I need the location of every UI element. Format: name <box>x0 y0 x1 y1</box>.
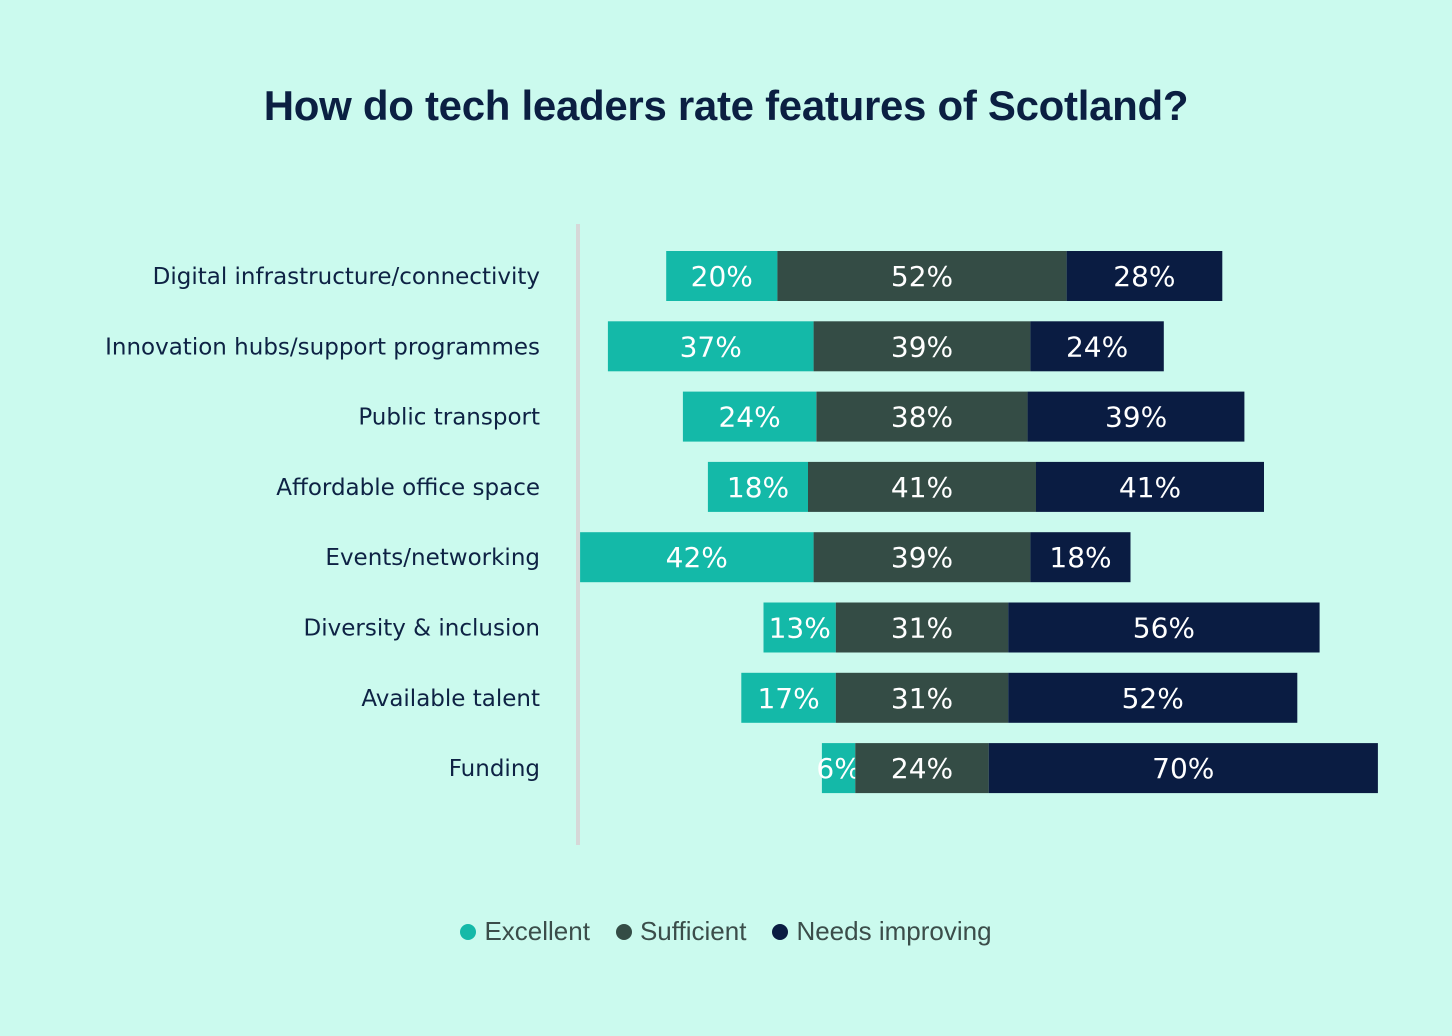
value-label-sufficient-diversity-inclusion: 31% <box>891 612 953 645</box>
legend-dot-icon <box>772 923 789 940</box>
bar-sufficient-events-networking <box>813 532 1031 583</box>
bar-sufficient-digital-infrastructure-connectivity <box>777 251 1067 301</box>
value-label-needs-improving-innovation-hubs-support-programmes: 24% <box>1066 330 1128 363</box>
value-label-sufficient-events-networking: 39% <box>891 541 953 574</box>
bar-sufficient-public-transport <box>816 391 1028 442</box>
bar-needs-improving-events-networking <box>1030 532 1131 583</box>
category-label-affordable-office-space: Affordable office space <box>276 475 540 501</box>
legend-item-sufficient: Sufficient <box>615 916 747 947</box>
bar-excellent-events-networking <box>580 532 814 583</box>
chart-title: How do tech leaders rate features of Sco… <box>263 82 1189 129</box>
bar-excellent-diversity-inclusion <box>763 602 836 653</box>
value-label-sufficient-funding: 24% <box>891 752 953 785</box>
legend-item-excellent: Excellent <box>460 916 590 947</box>
bar-excellent-digital-infrastructure-connectivity <box>666 251 778 301</box>
bar-sufficient-affordable-office-space <box>808 461 1036 512</box>
bar-excellent-funding <box>821 743 856 794</box>
legend-label: Excellent <box>484 916 590 946</box>
value-label-excellent-diversity-inclusion: 13% <box>769 612 831 645</box>
bars: 20% 52% 28% 37% 39% 24% 24% 38% 39% 18% 41% 41% 42% 3… <box>580 251 1378 794</box>
bar-needs-improving-funding <box>988 743 1378 794</box>
value-label-excellent-available-talent: 17% <box>757 682 819 715</box>
bar-needs-improving-digital-infrastructure-connectivity <box>1066 251 1223 301</box>
bar-excellent-innovation-hubs-support-programmes <box>607 321 814 372</box>
legend-item-needs-improving: Needs improving <box>772 916 992 947</box>
value-label-sufficient-affordable-office-space: 41% <box>891 471 953 504</box>
legend-label: Sufficient <box>639 916 747 946</box>
bar-excellent-available-talent <box>741 672 836 723</box>
value-label-sufficient-innovation-hubs-support-programmes: 39% <box>891 330 953 363</box>
value-label-needs-improving-digital-infrastructure-connectivity: 28% <box>1113 260 1175 293</box>
category-label-diversity-inclusion: Diversity & inclusion <box>304 616 540 642</box>
category-label-innovation-hubs-support-programmes: Innovation hubs/support programmes <box>105 334 540 360</box>
value-label-excellent-public-transport: 24% <box>718 401 780 434</box>
bar-needs-improving-affordable-office-space <box>1036 461 1264 512</box>
value-label-sufficient-available-talent: 31% <box>891 682 953 715</box>
value-label-needs-improving-available-talent: 52% <box>1122 682 1184 715</box>
value-label-excellent-affordable-office-space: 18% <box>727 471 789 504</box>
legend-dot-icon <box>460 923 477 940</box>
bar-sufficient-innovation-hubs-support-programmes <box>813 321 1031 372</box>
value-label-needs-improving-funding: 70% <box>1152 752 1214 785</box>
bar-needs-improving-diversity-inclusion <box>1008 602 1320 653</box>
bar-needs-improving-innovation-hubs-support-programmes <box>1030 321 1164 372</box>
value-label-sufficient-digital-infrastructure-connectivity: 52% <box>891 260 953 293</box>
category-label-events-networking: Events/networking <box>325 545 540 571</box>
legend-label: Needs improving <box>796 916 992 946</box>
value-label-sufficient-public-transport: 38% <box>891 401 953 434</box>
legend-dot-icon <box>615 923 632 940</box>
category-label-available-talent: Available talent <box>361 686 540 712</box>
legend: Excellent Sufficient Needs improving <box>0 916 1452 947</box>
value-label-needs-improving-affordable-office-space: 41% <box>1119 471 1181 504</box>
category-label-funding: Funding <box>449 756 540 782</box>
bar-sufficient-available-talent <box>835 672 1009 723</box>
value-label-excellent-events-networking: 42% <box>666 541 728 574</box>
value-label-excellent-funding: 6% <box>816 752 860 785</box>
value-label-needs-improving-diversity-inclusion: 56% <box>1133 612 1195 645</box>
bar-excellent-public-transport <box>682 391 817 442</box>
value-label-needs-improving-public-transport: 39% <box>1105 401 1167 434</box>
bar-sufficient-funding <box>855 743 989 794</box>
category-label-digital-infrastructure-connectivity: Digital infrastructure/connectivity <box>153 264 540 290</box>
bar-sufficient-diversity-inclusion <box>835 602 1009 653</box>
bar-needs-improving-public-transport <box>1027 391 1245 442</box>
value-label-excellent-digital-infrastructure-connectivity: 20% <box>691 260 753 293</box>
value-label-excellent-innovation-hubs-support-programmes: 37% <box>680 330 742 363</box>
bar-needs-improving-available-talent <box>1008 672 1298 723</box>
category-label-public-transport: Public transport <box>358 405 540 431</box>
value-label-needs-improving-events-networking: 18% <box>1049 541 1111 574</box>
bar-excellent-affordable-office-space <box>707 461 808 512</box>
category-labels: Digital infrastructure/connectivity Innov… <box>105 264 540 782</box>
